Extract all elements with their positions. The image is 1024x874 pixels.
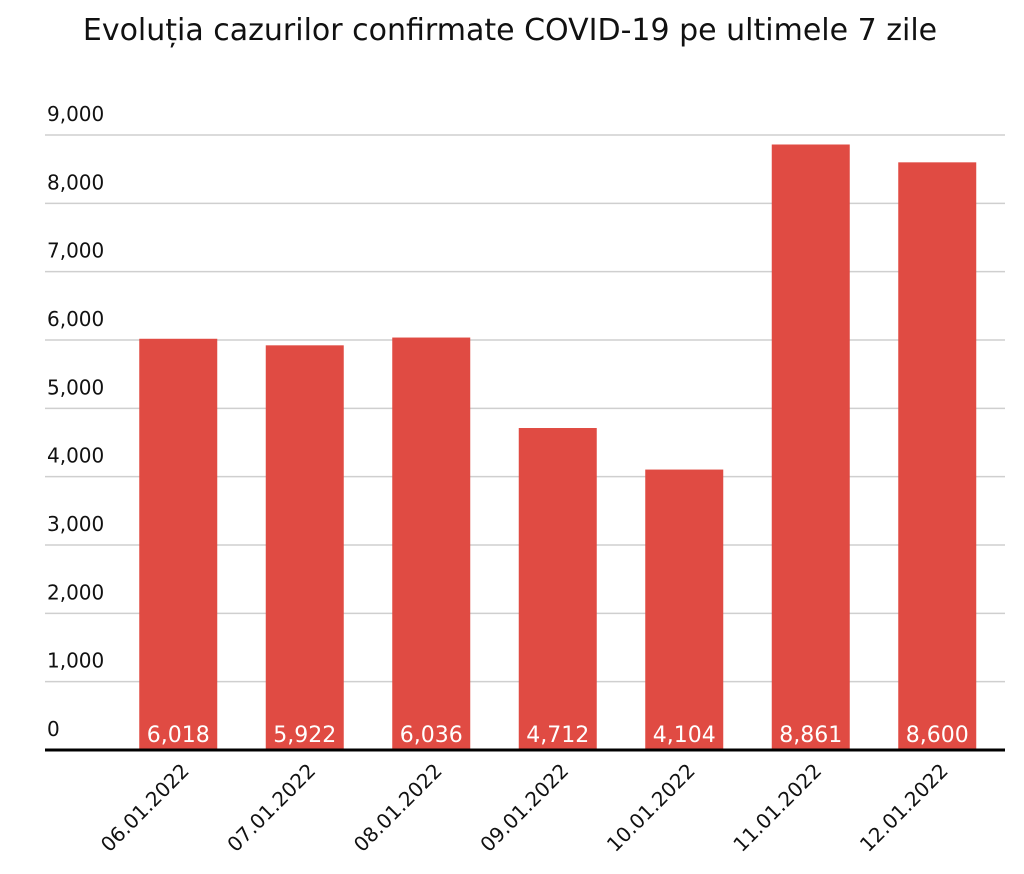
- bar: [392, 337, 471, 750]
- y-tick-label: 0: [47, 717, 60, 741]
- y-tick-label: 5,000: [47, 375, 104, 399]
- bar: [645, 469, 724, 750]
- y-tick-label: 7,000: [47, 239, 104, 263]
- value-label: 6,018: [147, 723, 210, 748]
- bar: [771, 144, 850, 750]
- x-tick-label: 06.01.2022: [96, 759, 194, 857]
- bar: [139, 338, 218, 750]
- value-label: 8,861: [779, 723, 842, 748]
- bar: [518, 428, 597, 750]
- y-tick-label: 8,000: [47, 170, 104, 194]
- y-tick-label: 3,000: [47, 512, 104, 536]
- x-tick-label: 11.01.2022: [728, 759, 826, 857]
- value-label: 6,036: [400, 723, 463, 748]
- chart-title: Evoluția cazurilor confirmate COVID-19 p…: [83, 13, 937, 48]
- bar: [265, 345, 344, 750]
- x-tick-label: 08.01.2022: [349, 759, 447, 857]
- value-label: 4,712: [526, 723, 589, 748]
- bar: [898, 162, 977, 751]
- value-label: 8,600: [906, 723, 969, 748]
- x-tick-label: 12.01.2022: [855, 759, 953, 857]
- y-tick-label: 4,000: [47, 444, 104, 468]
- y-tick-label: 2,000: [47, 580, 104, 604]
- x-tick-label: 07.01.2022: [222, 759, 320, 857]
- y-tick-label: 1,000: [47, 649, 104, 673]
- y-tick-label: 6,000: [47, 307, 104, 331]
- x-tick-label: 10.01.2022: [602, 759, 700, 857]
- value-label: 5,922: [273, 723, 336, 748]
- y-tick-label: 9,000: [47, 102, 104, 126]
- value-label: 4,104: [653, 723, 716, 748]
- x-tick-label: 09.01.2022: [475, 759, 573, 857]
